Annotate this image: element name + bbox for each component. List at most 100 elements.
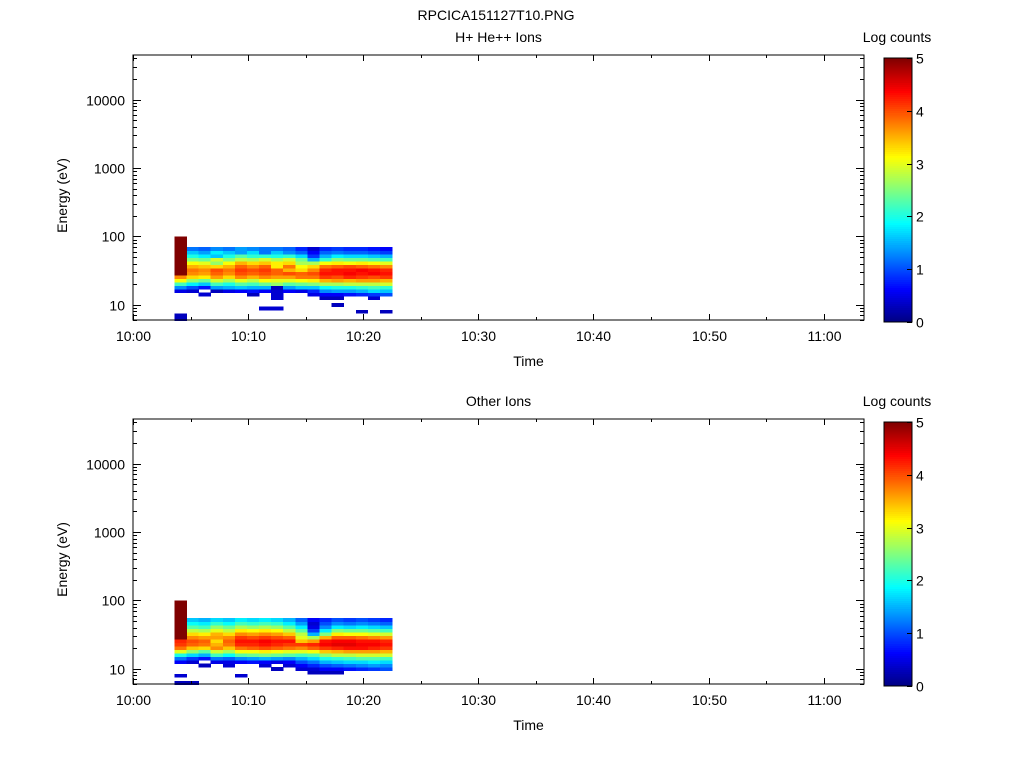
colorbar-segment xyxy=(884,450,912,453)
heatmap-cell xyxy=(283,285,296,290)
heatmap-cell xyxy=(355,268,369,272)
heatmap-cell xyxy=(247,285,260,290)
heatmap-cell xyxy=(271,261,284,265)
x-tick-label: 11:00 xyxy=(808,692,842,708)
colorbar-segment xyxy=(884,291,912,294)
heatmap-cell xyxy=(319,250,332,255)
colorbar-segment xyxy=(884,594,912,598)
heatmap-cell xyxy=(307,247,320,251)
heatmap-cell xyxy=(367,660,381,664)
heatmap-cell xyxy=(343,285,357,290)
heatmap-cell xyxy=(343,292,357,297)
heatmap-cell xyxy=(295,271,308,276)
heatmap-cell xyxy=(271,646,284,650)
heatmap-cell xyxy=(271,635,284,640)
heatmap-cell xyxy=(307,257,320,262)
heatmap-cell xyxy=(319,621,332,626)
heatmap-cell xyxy=(259,660,272,664)
colorbar-segment xyxy=(884,293,912,296)
colorbar-segment xyxy=(884,141,912,144)
colorbar-segment xyxy=(884,315,912,319)
heatmap-cell xyxy=(174,639,187,643)
heatmap-cell xyxy=(259,285,272,290)
heatmap-cell xyxy=(186,264,199,269)
colorbar-segment xyxy=(884,505,912,508)
heatmap-cell xyxy=(198,646,211,650)
colorbar-segment xyxy=(884,428,912,431)
colorbar-segment xyxy=(884,96,912,100)
x-tick-label: 10:50 xyxy=(692,692,727,708)
heatmap-cell xyxy=(283,621,296,626)
heatmap-cell xyxy=(367,649,381,654)
colorbar-segment xyxy=(884,149,912,152)
heatmap-cell xyxy=(355,254,369,258)
heatmap-cell xyxy=(222,250,236,255)
heatmap-cell xyxy=(379,268,393,272)
heatmap-cell xyxy=(186,275,199,279)
heatmap-cell xyxy=(355,663,369,668)
colorbar-segment xyxy=(884,281,912,284)
colorbar-segment xyxy=(884,681,912,685)
colorbar-segment xyxy=(884,212,912,215)
colorbar-segment xyxy=(884,643,912,646)
colorbar-segment xyxy=(884,669,912,673)
colorbar-segment xyxy=(884,283,912,286)
colorbar-segment xyxy=(884,210,912,213)
heatmap-cell xyxy=(186,649,199,654)
colorbar-frame xyxy=(883,421,913,687)
colorbar-segment xyxy=(884,240,912,244)
colorbar-segment xyxy=(884,661,912,665)
colorbar-segment xyxy=(884,277,912,280)
colorbar-segment xyxy=(884,645,912,648)
heatmap-cell xyxy=(379,257,393,262)
colorbar-tick-label: 4 xyxy=(916,104,924,120)
heatmap-cell xyxy=(234,625,248,629)
colorbar-segment xyxy=(884,145,912,148)
heatmap-cell xyxy=(355,621,369,626)
colorbar-segment xyxy=(884,143,912,146)
heatmap-cell xyxy=(271,289,284,293)
heatmap-cell xyxy=(355,289,369,293)
heatmap-cell xyxy=(283,250,296,255)
heatmap-cell xyxy=(367,618,381,622)
heatmap-cell xyxy=(379,264,393,269)
heatmap-cell xyxy=(367,656,381,661)
colorbar-segment xyxy=(884,673,912,677)
x-tick-label: 11:00 xyxy=(808,328,842,344)
colorbar-segment xyxy=(884,621,912,624)
heatmap-cell xyxy=(259,268,272,272)
heatmap-cell xyxy=(319,649,332,654)
heatmap-cell xyxy=(319,642,332,647)
heatmap-cell xyxy=(259,621,272,626)
colorbar-segment xyxy=(884,106,912,110)
heatmap-cell xyxy=(319,639,332,643)
colorbar-segment xyxy=(884,257,912,260)
colorbar-segment xyxy=(884,629,912,632)
heatmap xyxy=(174,600,393,685)
heatmap-cell xyxy=(331,289,344,293)
colorbar-segment xyxy=(884,163,912,167)
heatmap-cell xyxy=(307,278,320,283)
heatmap-cell xyxy=(234,642,248,647)
heatmap-cell xyxy=(259,639,272,643)
heatmap-cell xyxy=(271,649,284,654)
colorbar-segment xyxy=(884,84,912,87)
heatmap-cell xyxy=(271,639,284,643)
heatmap-cell xyxy=(186,250,199,255)
heatmap-cell xyxy=(186,681,199,685)
heatmap-cell xyxy=(210,621,224,626)
heatmap-cell xyxy=(331,632,344,636)
colorbar-tick-label: 1 xyxy=(916,626,924,642)
heatmap-cell xyxy=(379,642,393,647)
heatmap-cell xyxy=(283,649,296,654)
colorbar-segment xyxy=(884,604,912,608)
colorbar-segment xyxy=(884,220,912,223)
heatmap-cell xyxy=(331,639,344,643)
heatmap-cell xyxy=(283,254,296,258)
heatmap-cell xyxy=(355,282,369,286)
colorbar-segment xyxy=(884,102,912,106)
heatmap-cell xyxy=(210,653,224,657)
colorbar-segment xyxy=(884,616,912,620)
heatmap-cell xyxy=(174,656,187,661)
colorbar-segment xyxy=(884,489,912,492)
